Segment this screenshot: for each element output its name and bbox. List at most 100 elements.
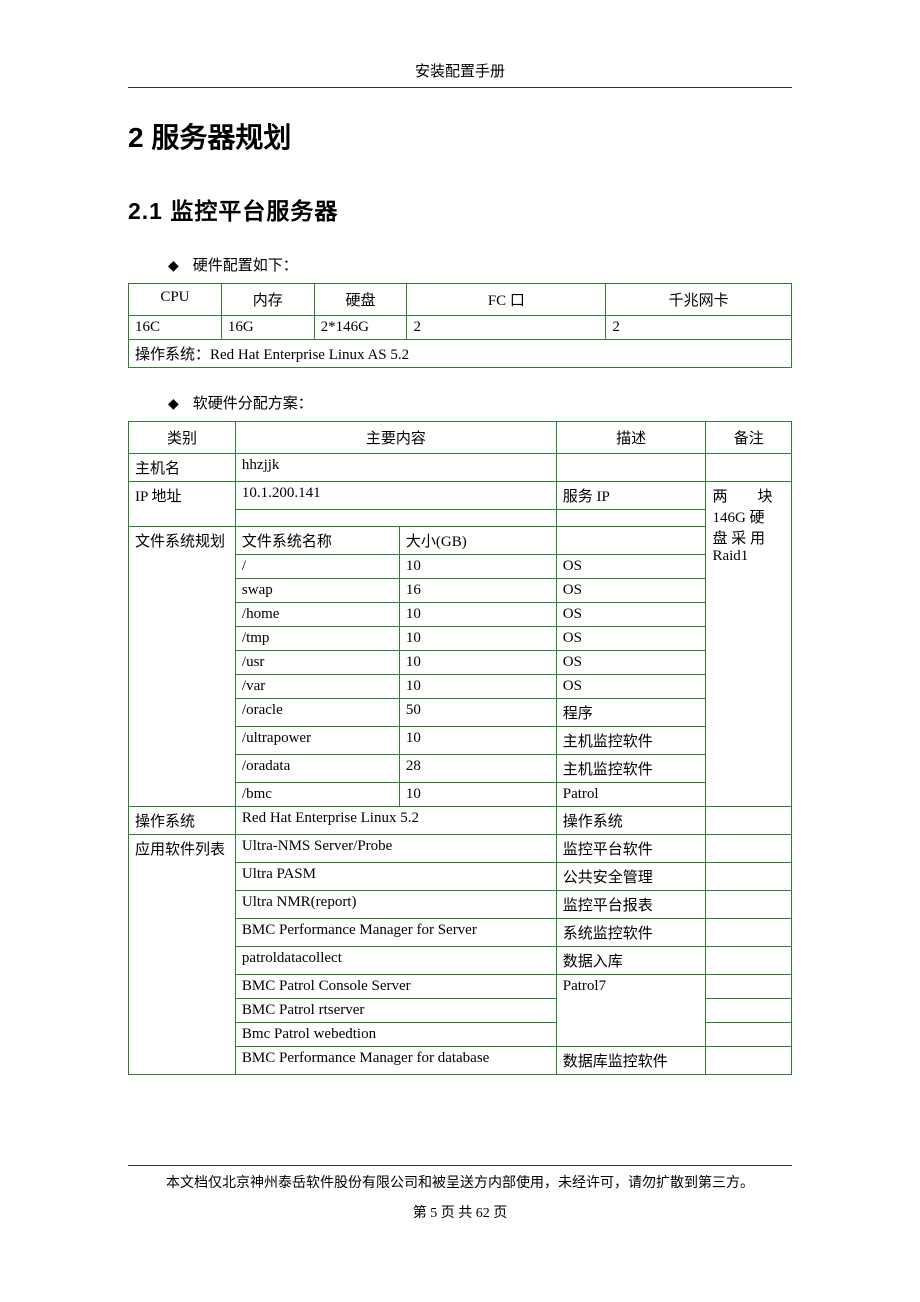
footer-rule [128, 1165, 792, 1166]
os-desc: 操作系统 [556, 807, 706, 835]
fs-desc: OS [556, 579, 706, 603]
app-name: Ultra PASM [235, 863, 556, 891]
app-name: BMC Performance Manager for database [235, 1047, 556, 1075]
hostname-label: 主机名 [129, 454, 236, 482]
fs-size: 10 [399, 627, 556, 651]
table-row: 应用软件列表 Ultra-NMS Server/Probe 监控平台软件 [129, 835, 792, 863]
software-table: 类别 主要内容 描述 备注 主机名 hhzjjk IP 地址 10.1.200.… [128, 421, 792, 1075]
app-name: BMC Patrol rtserver [235, 999, 556, 1023]
fs-name: /usr [235, 651, 399, 675]
cell-empty [706, 891, 792, 919]
cell-empty [706, 1023, 792, 1047]
bullet-text: 硬件配置如下： [193, 258, 298, 274]
fs-desc: Patrol [556, 783, 706, 807]
sw-th-desc: 描述 [556, 422, 706, 454]
sw-th-remark: 备注 [706, 422, 792, 454]
fs-desc: 主机监控软件 [556, 727, 706, 755]
app-desc: 公共安全管理 [556, 863, 706, 891]
table-row: 主机名 hhzjjk [129, 454, 792, 482]
fs-name: /tmp [235, 627, 399, 651]
fs-size: 10 [399, 727, 556, 755]
table-row: 16C 16G 2*146G 2 2 [129, 316, 792, 340]
fs-name: /bmc [235, 783, 399, 807]
fs-name: /oradata [235, 755, 399, 783]
sw-th-content: 主要内容 [235, 422, 556, 454]
header-rule [128, 87, 792, 88]
ip-label: IP 地址 [129, 482, 236, 527]
remark-l3: 盘 采 用 [712, 531, 765, 547]
app-name: Bmc Patrol webedtion [235, 1023, 556, 1047]
cell-empty [706, 999, 792, 1023]
fs-label: 文件系统规划 [129, 527, 236, 807]
diamond-icon: ◆ [168, 258, 179, 275]
table-row: 操作系统 Red Hat Enterprise Linux 5.2 操作系统 [129, 807, 792, 835]
fs-desc: 主机监控软件 [556, 755, 706, 783]
hw-th-cpu: CPU [129, 284, 222, 316]
bullet-text: 软硬件分配方案： [193, 396, 313, 412]
ip-value: 10.1.200.141 [235, 482, 556, 510]
heading-1: 2 服务器规划 [128, 116, 792, 156]
remark-l4: Raid1 [712, 548, 748, 564]
fs-size: 10 [399, 603, 556, 627]
heading-2: 2.1 监控平台服务器 [128, 192, 792, 226]
fs-name: /var [235, 675, 399, 699]
table-header-row: CPU 内存 硬盘 FC 口 千兆网卡 [129, 284, 792, 316]
app-name: Ultra-NMS Server/Probe [235, 835, 556, 863]
fs-desc: OS [556, 675, 706, 699]
cell-empty [706, 1047, 792, 1075]
hw-disk: 2*146G [314, 316, 407, 340]
hw-os: 操作系统：Red Hat Enterprise Linux AS 5.2 [129, 340, 792, 368]
fs-name: swap [235, 579, 399, 603]
hw-mem: 16G [221, 316, 314, 340]
bullet-hardware: ◆ 硬件配置如下： [168, 254, 792, 275]
bullet-software: ◆软硬件分配方案： [168, 392, 792, 413]
hw-nic: 2 [606, 316, 792, 340]
fs-desc: 程序 [556, 699, 706, 727]
fs-size: 10 [399, 675, 556, 699]
footer-text: 本文档仅北京神州泰岳软件股份有限公司和被呈送方内部使用，未经许可，请勿扩散到第三… [128, 1172, 792, 1192]
app-desc: 系统监控软件 [556, 919, 706, 947]
table-header-row: 类别 主要内容 描述 备注 [129, 422, 792, 454]
cell-empty [706, 863, 792, 891]
app-desc: 数据入库 [556, 947, 706, 975]
page-number: 第 5 页 共 62 页 [128, 1202, 792, 1222]
fs-name: /oracle [235, 699, 399, 727]
app-name: Ultra NMR(report) [235, 891, 556, 919]
fs-size: 10 [399, 555, 556, 579]
cell-empty [235, 510, 556, 527]
hw-cpu: 16C [129, 316, 222, 340]
app-desc: 监控平台报表 [556, 891, 706, 919]
cell-empty [706, 919, 792, 947]
fs-desc: OS [556, 651, 706, 675]
ip-desc: 服务 IP [556, 482, 706, 510]
fs-desc: OS [556, 603, 706, 627]
app-desc: 数据库监控软件 [556, 1047, 706, 1075]
os-value: Red Hat Enterprise Linux 5.2 [235, 807, 556, 835]
cell-empty [706, 975, 792, 999]
sw-th-category: 类别 [129, 422, 236, 454]
fs-name: /home [235, 603, 399, 627]
fs-size: 50 [399, 699, 556, 727]
fs-name: /ultrapower [235, 727, 399, 755]
hw-th-mem: 内存 [221, 284, 314, 316]
cell-empty [556, 510, 706, 527]
cell-empty [556, 454, 706, 482]
fs-size: 10 [399, 783, 556, 807]
hw-fc: 2 [407, 316, 606, 340]
fs-desc: OS [556, 627, 706, 651]
cell-empty [706, 947, 792, 975]
os-label: 操作系统 [129, 807, 236, 835]
hw-th-disk: 硬盘 [314, 284, 407, 316]
hardware-table: CPU 内存 硬盘 FC 口 千兆网卡 16C 16G 2*146G 2 2 操… [128, 283, 792, 368]
app-label: 应用软件列表 [129, 835, 236, 1075]
fs-size: 28 [399, 755, 556, 783]
table-row: 操作系统：Red Hat Enterprise Linux AS 5.2 [129, 340, 792, 368]
remark-l2: 146G 硬 [712, 510, 764, 526]
table-row: IP 地址 10.1.200.141 服务 IP 两 块 146G 硬 盘 采 … [129, 482, 792, 510]
app-desc: 监控平台软件 [556, 835, 706, 863]
cell-empty [556, 527, 706, 555]
cell-empty [706, 454, 792, 482]
fs-name-header: 文件系统名称 [235, 527, 399, 555]
app-name: BMC Performance Manager for Server [235, 919, 556, 947]
doc-header-title: 安装配置手册 [128, 60, 792, 81]
